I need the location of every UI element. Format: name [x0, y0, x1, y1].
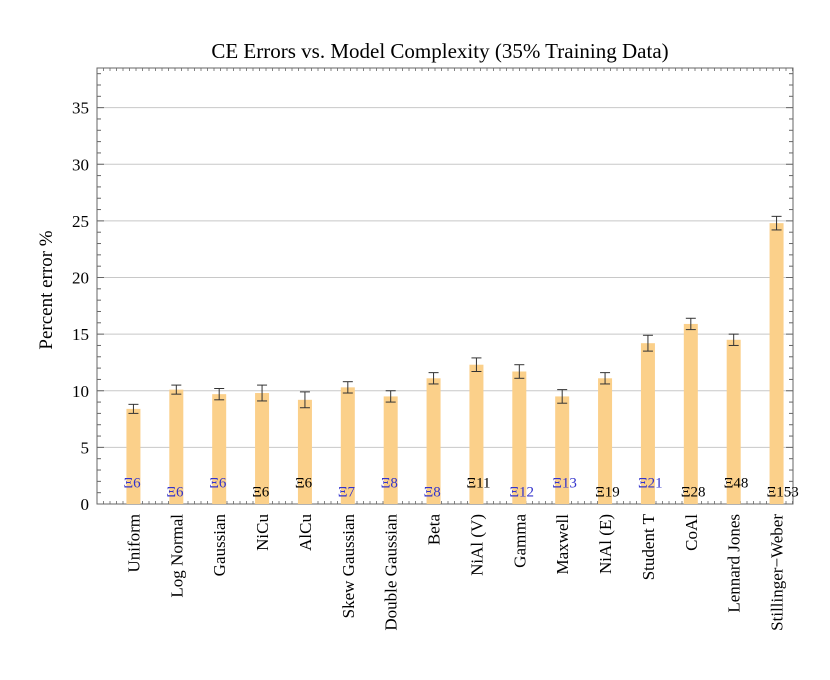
complexity-label: Ξ48 [724, 475, 749, 491]
category-label: Student T [639, 513, 658, 580]
y-tick-label: 5 [81, 438, 90, 457]
y-tick-label: 35 [72, 99, 89, 118]
complexity-label: Ξ11 [466, 475, 490, 491]
category-label: AlCu [296, 514, 315, 551]
category-label: NiCu [253, 514, 272, 551]
category-label: Uniform [124, 514, 143, 573]
category-label: Beta [425, 514, 444, 546]
bar [469, 364, 484, 504]
category-label: Log Normal [167, 514, 186, 598]
bar [640, 343, 655, 504]
y-axis-label: Percent error % [36, 230, 57, 349]
complexity-label: Ξ6 [209, 475, 227, 491]
complexity-label: Ξ7 [338, 484, 356, 500]
category-label: NiAl (V) [467, 514, 486, 576]
bar [126, 408, 141, 504]
bar [598, 378, 613, 504]
y-tick-label: 10 [72, 382, 89, 401]
y-tick-label: 20 [72, 269, 89, 288]
complexity-label: Ξ8 [381, 475, 398, 491]
plot-area: 0 5 10 15 20 25 30 35 Ξ6 Uniform Ξ6 Log Normal Ξ6 Gau… [72, 67, 799, 631]
bar [212, 394, 227, 504]
category-label: Maxwell [553, 514, 572, 575]
complexity-label: Ξ13 [552, 475, 577, 491]
y-tick-label: 15 [72, 325, 89, 344]
complexity-label: Ξ6 [123, 475, 141, 491]
bar [340, 387, 355, 504]
bar [169, 389, 184, 504]
category-label: NiAl (E) [596, 514, 615, 574]
y-tick-label: 30 [72, 155, 89, 174]
bar [426, 378, 441, 504]
category-label: Double Gaussian [382, 514, 401, 631]
bar [726, 339, 741, 504]
complexity-label: Ξ6 [166, 484, 184, 500]
bar [383, 396, 398, 504]
category-label: Gaussian [210, 514, 229, 577]
complexity-label: Ξ6 [295, 475, 313, 491]
plot-frame [96, 67, 794, 505]
chart-title: CE Errors vs. Model Complexity (35% Trai… [211, 39, 668, 63]
category-label: Gamma [510, 514, 529, 568]
category-label: CoAl [682, 514, 701, 551]
bar [769, 223, 784, 504]
y-tick-label: 25 [72, 212, 89, 231]
complexity-label: Ξ153 [767, 484, 799, 500]
complexity-label: Ξ6 [252, 484, 270, 500]
complexity-label: Ξ12 [509, 484, 534, 500]
category-label: Skew Gaussian [339, 514, 358, 619]
bar [297, 399, 312, 504]
bar [555, 396, 570, 504]
category-label: Stillinger−Weber [768, 514, 787, 631]
bar [255, 393, 270, 504]
complexity-label: Ξ21 [638, 475, 663, 491]
bar [512, 371, 527, 504]
category-label: Lennard Jones [725, 514, 744, 613]
complexity-label: Ξ28 [681, 484, 706, 500]
complexity-label: Ξ19 [595, 484, 620, 500]
y-tick-label: 0 [81, 495, 90, 514]
bar [683, 323, 698, 504]
complexity-label: Ξ8 [424, 484, 441, 500]
